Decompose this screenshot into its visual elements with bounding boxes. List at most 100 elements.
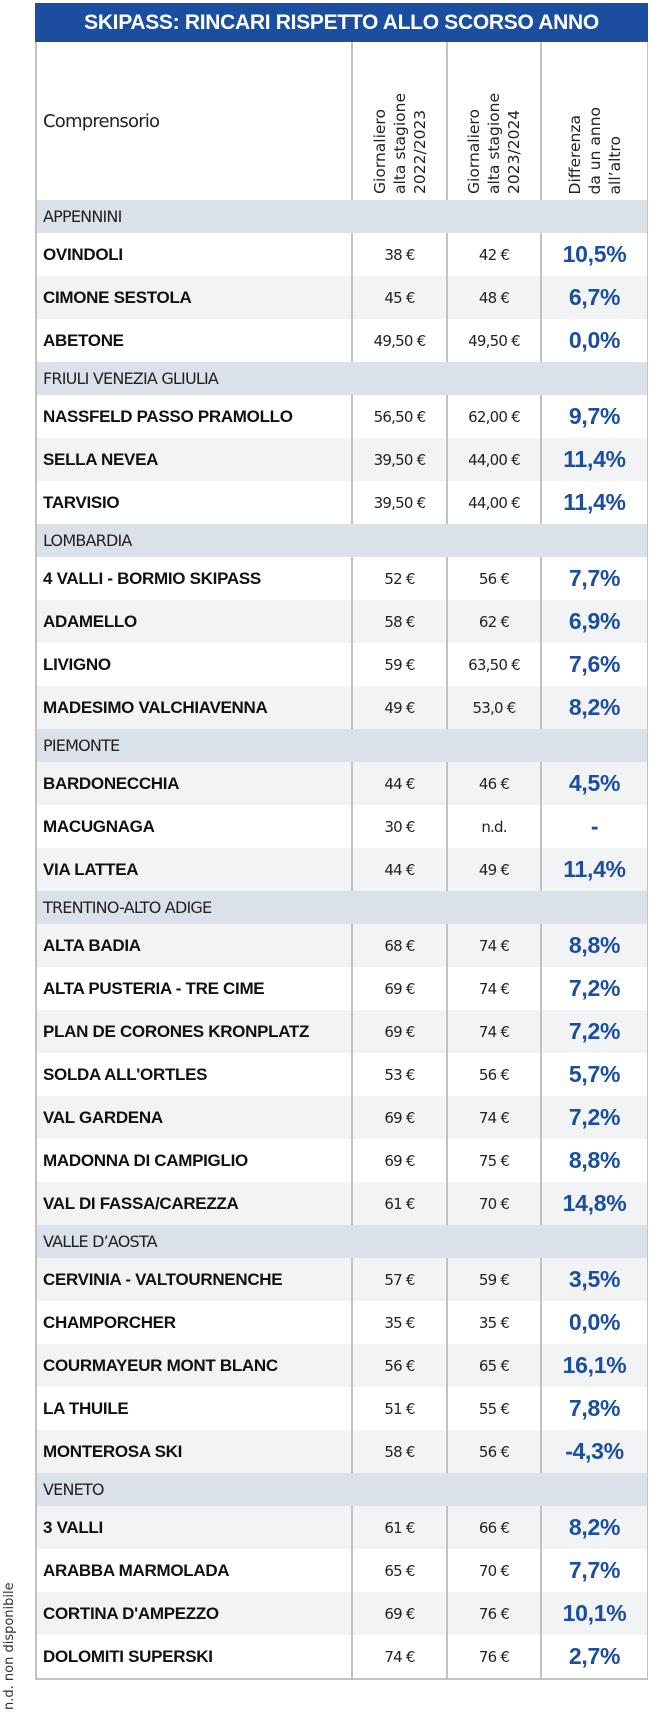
price-2022-2023: 44 € <box>351 762 446 805</box>
header-price-2023-label: Giornaliero alta stagione 2023/2024 <box>465 93 523 194</box>
price-2023-2024: 62 € <box>446 600 540 643</box>
table-row: CHAMPORCHER 35 €35 €0,0% <box>37 1301 647 1344</box>
price-2022-2023: 39,50 € <box>351 481 446 524</box>
price-difference: 3,5% <box>540 1258 647 1301</box>
table-title: SKIPASS: RINCARI RISPETTO ALLO SCORSO AN… <box>35 3 648 42</box>
price-difference: 2,7% <box>540 1635 647 1678</box>
price-2023-2024: 56 € <box>446 1430 540 1473</box>
header-price-2022: Giornaliero alta stagione 2022/2023 <box>351 42 446 200</box>
price-2022-2023: 59 € <box>351 643 446 686</box>
resort-name: ADAMELLO <box>43 611 137 631</box>
table-header: Comprensorio Giornaliero alta stagione 2… <box>37 42 647 200</box>
price-difference: 7,2% <box>540 1096 647 1139</box>
footnote-nd: n.d. non disponibile <box>2 1582 17 1710</box>
price-2022-2023: 69 € <box>351 1139 446 1182</box>
resort-name: ALTA PUSTERIA - TRE CIME <box>43 978 265 998</box>
header-comprensorio: Comprensorio <box>43 110 160 132</box>
price-difference: 0,0% <box>540 319 647 362</box>
group-header-row: TRENTINO-ALTO ADIGE <box>37 891 647 924</box>
price-2023-2024: 49 € <box>446 848 540 891</box>
resort-name: CERVINIA - VALTOURNENCHE <box>43 1269 283 1289</box>
price-difference: 8,8% <box>540 1139 647 1182</box>
price-2022-2023: 61 € <box>351 1506 446 1549</box>
price-2023-2024: 74 € <box>446 1010 540 1053</box>
price-difference: 11,4% <box>540 481 647 524</box>
price-difference: 6,7% <box>540 276 647 319</box>
table-row: BARDONECCHIA 44 €46 €4,5% <box>37 762 647 805</box>
price-2023-2024: 56 € <box>446 1053 540 1096</box>
resort-name: CORTINA D'AMPEZZO <box>43 1603 219 1623</box>
resort-name: CIMONE SESTOLA <box>43 287 192 307</box>
resort-name: VIA LATTEA <box>43 859 139 879</box>
price-difference: -4,3% <box>540 1430 647 1473</box>
price-difference: 10,5% <box>540 233 647 276</box>
price-difference: 4,5% <box>540 762 647 805</box>
price-2023-2024: n.d. <box>446 805 540 848</box>
table-row: ALTA PUSTERIA - TRE CIME 69 €74 €7,2% <box>37 967 647 1010</box>
resort-name: DOLOMITI SUPERSKI <box>43 1646 213 1666</box>
price-difference: 11,4% <box>540 438 647 481</box>
group-header-row: PIEMONTE <box>37 729 647 762</box>
price-difference: 6,9% <box>540 600 647 643</box>
price-2023-2024: 65 € <box>446 1344 540 1387</box>
price-2023-2024: 55 € <box>446 1387 540 1430</box>
table-row: SELLA NEVEA 39,50 €44,00 €11,4% <box>37 438 647 481</box>
header-price-2023: Giornaliero alta stagione 2023/2024 <box>446 42 540 200</box>
table-row: VIA LATTEA 44 €49 €11,4% <box>37 848 647 891</box>
price-2023-2024: 70 € <box>446 1549 540 1592</box>
price-difference: 8,2% <box>540 1506 647 1549</box>
table-row: DOLOMITI SUPERSKI 74 €76 €2,7% <box>37 1635 647 1678</box>
price-2022-2023: 30 € <box>351 805 446 848</box>
price-2022-2023: 53 € <box>351 1053 446 1096</box>
price-difference: 9,7% <box>540 395 647 438</box>
skipass-price-table: SKIPASS: RINCARI RISPETTO ALLO SCORSO AN… <box>35 3 648 1680</box>
table-row: SOLDA ALL'ORTLES 53 €56 €5,7% <box>37 1053 647 1096</box>
header-difference-label: Differenza da un anno all’altro <box>565 106 624 194</box>
header-price-2022-label: Giornaliero alta stagione 2022/2023 <box>370 93 429 194</box>
table-row: VAL DI FASSA/CAREZZA 61 €70 €14,8% <box>37 1182 647 1225</box>
table-row: MADONNA DI CAMPIGLIO 69 €75 €8,8% <box>37 1139 647 1182</box>
table-body: APPENNINI OVINDOLI 38 €42 €10,5% CIMONE SES… <box>37 200 647 1678</box>
price-2023-2024: 74 € <box>446 924 540 967</box>
price-2022-2023: 38 € <box>351 233 446 276</box>
table-row: ADAMELLO 58 €62 €6,9% <box>37 600 647 643</box>
price-2022-2023: 58 € <box>351 1430 446 1473</box>
table-row: PLAN DE CORONES KRONPLATZ 69 €74 €7,2% <box>37 1010 647 1053</box>
resort-name: SELLA NEVEA <box>43 449 159 469</box>
table-row: LIVIGNO 59 €63,50 €7,6% <box>37 643 647 686</box>
table-row: CORTINA D'AMPEZZO 69 €76 €10,1% <box>37 1592 647 1635</box>
price-2023-2024: 66 € <box>446 1506 540 1549</box>
resort-name: VAL GARDENA <box>43 1107 163 1127</box>
resort-name: COURMAYEUR MONT BLANC <box>43 1355 278 1375</box>
price-2023-2024: 35 € <box>446 1301 540 1344</box>
price-2023-2024: 53,0 € <box>446 686 540 729</box>
table-row: ABETONE 49,50 €49,50 €0,0% <box>37 319 647 362</box>
table-row: CIMONE SESTOLA 45 €48 €6,7% <box>37 276 647 319</box>
table-row: 4 VALLI - BORMIO SKIPASS 52 €56 €7,7% <box>37 557 647 600</box>
table-row: CERVINIA - VALTOURNENCHE 57 €59 €3,5% <box>37 1258 647 1301</box>
price-difference: 16,1% <box>540 1344 647 1387</box>
resort-name: LIVIGNO <box>43 654 111 674</box>
group-header-row: APPENNINI <box>37 200 647 233</box>
price-difference: 7,7% <box>540 557 647 600</box>
resort-name: OVINDOLI <box>43 244 123 264</box>
resort-name: LA THUILE <box>43 1398 129 1418</box>
table-row: ALTA BADIA 68 €74 €8,8% <box>37 924 647 967</box>
price-difference: 11,4% <box>540 848 647 891</box>
price-2023-2024: 63,50 € <box>446 643 540 686</box>
price-difference: 10,1% <box>540 1592 647 1635</box>
table-row: TARVISIO 39,50 €44,00 €11,4% <box>37 481 647 524</box>
price-2023-2024: 70 € <box>446 1182 540 1225</box>
price-difference: 7,2% <box>540 967 647 1010</box>
resort-name: TARVISIO <box>43 492 120 512</box>
price-2022-2023: 69 € <box>351 967 446 1010</box>
resort-name: SOLDA ALL'ORTLES <box>43 1064 208 1084</box>
table-row: OVINDOLI 38 €42 €10,5% <box>37 233 647 276</box>
table-row: MADESIMO VALCHIAVENNA 49 €53,0 €8,2% <box>37 686 647 729</box>
price-2023-2024: 59 € <box>446 1258 540 1301</box>
table-row: VAL GARDENA 69 €74 €7,2% <box>37 1096 647 1139</box>
price-difference: 14,8% <box>540 1182 647 1225</box>
resort-name: CHAMPORCHER <box>43 1312 176 1332</box>
price-difference: 8,2% <box>540 686 647 729</box>
price-2022-2023: 69 € <box>351 1096 446 1139</box>
